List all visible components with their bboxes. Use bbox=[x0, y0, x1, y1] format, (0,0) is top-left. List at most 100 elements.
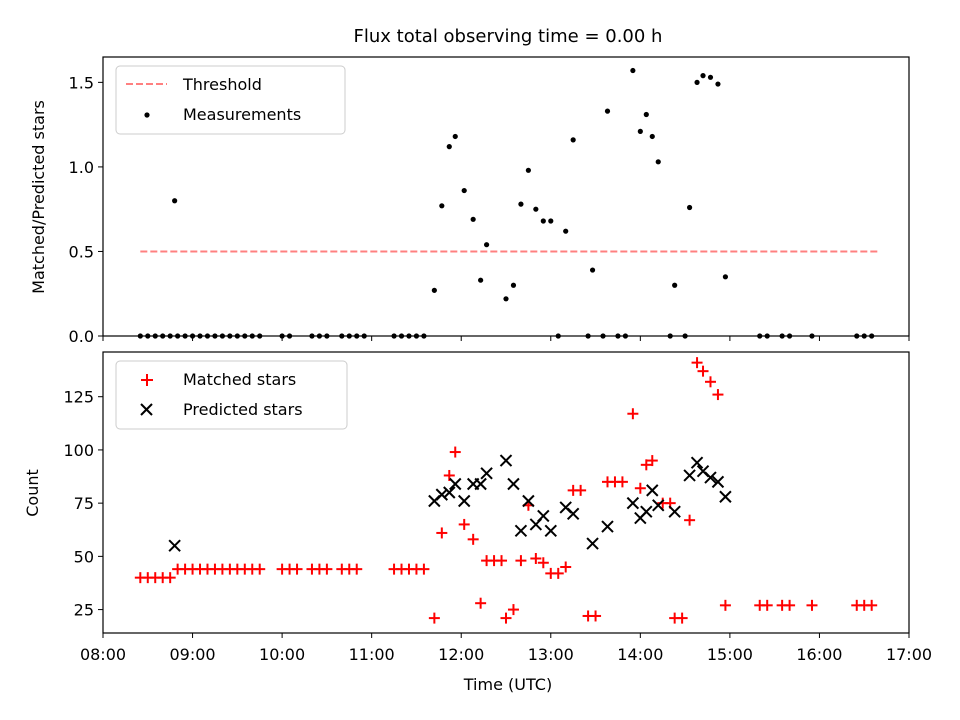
top-legend-box bbox=[115, 65, 346, 135]
top-panel: 0.0 0.5 1.0 1.5 Matched/Predicted stars Thr… bbox=[29, 56, 910, 346]
measurement-point bbox=[655, 159, 661, 165]
x-tick-label: 11:00 bbox=[349, 645, 395, 664]
measurement-point bbox=[461, 187, 467, 194]
legend-predicted-swatch bbox=[140, 403, 153, 416]
matched-star-point bbox=[552, 567, 564, 579]
predicted-star-point bbox=[586, 537, 599, 550]
matched-star-point bbox=[627, 408, 639, 420]
measurement-point bbox=[700, 73, 706, 79]
predicted-star-point bbox=[522, 494, 535, 508]
matched-star-point bbox=[164, 572, 176, 584]
x-tick-label: 08:00 bbox=[80, 645, 126, 664]
measurement-point bbox=[470, 216, 476, 222]
x-tick-label: 17:00 bbox=[886, 645, 932, 664]
bottom-y-tick-label: 50 bbox=[74, 547, 94, 566]
matched-star-point bbox=[321, 563, 333, 575]
legend-predicted-label: Predicted stars bbox=[183, 400, 303, 419]
matched-star-point bbox=[351, 563, 363, 575]
bottom-y-tick-label: 100 bbox=[63, 441, 94, 460]
measurement-point bbox=[503, 296, 509, 302]
predicted-star-point bbox=[449, 477, 462, 491]
bottom-panel: 25 50 75 100 125 08:00 09:00 10:00 11:00 12:00 13… bbox=[23, 351, 932, 694]
predicted-star-point bbox=[480, 467, 493, 480]
bottom-y-axis-label: Count bbox=[23, 469, 42, 517]
measurement-point bbox=[637, 128, 643, 134]
predicted-star-point bbox=[544, 524, 557, 538]
predicted-star-point bbox=[499, 454, 513, 467]
top-legend: Threshold Measurements bbox=[115, 65, 346, 135]
matched-star-point bbox=[684, 514, 696, 526]
bottom-x-axis: 08:00 09:00 10:00 11:00 12:00 13:00 14:00 15:00… bbox=[80, 633, 932, 664]
matched-star-point bbox=[458, 518, 470, 530]
matched-star-point bbox=[500, 612, 512, 624]
matched-star-point bbox=[719, 599, 731, 611]
measurement-point bbox=[525, 167, 531, 173]
measurement-point bbox=[649, 133, 655, 140]
bottom-y-tick-label: 125 bbox=[63, 388, 94, 407]
top-y-tick-label: 1.5 bbox=[69, 73, 94, 92]
top-y-tick-label: 0.5 bbox=[69, 242, 94, 261]
measurement-point bbox=[715, 81, 721, 87]
matched-star-point bbox=[467, 533, 479, 545]
x-tick-label: 16:00 bbox=[796, 645, 842, 664]
measurement-point bbox=[172, 198, 178, 204]
chart-title: Flux total observing time = 0.00 h bbox=[354, 26, 663, 47]
bottom-plot-area bbox=[134, 357, 878, 624]
predicted-star-point bbox=[537, 509, 550, 523]
x-tick-label: 10:00 bbox=[259, 645, 305, 664]
matched-star-point bbox=[590, 610, 602, 622]
predicted-star-point bbox=[683, 469, 696, 482]
measurement-point bbox=[446, 144, 452, 150]
x-tick-label: 12:00 bbox=[438, 645, 484, 664]
predicted-star-point bbox=[601, 520, 614, 533]
measurement-point bbox=[694, 79, 700, 85]
legend-threshold-label: Threshold bbox=[182, 75, 262, 94]
measurement-point bbox=[548, 218, 554, 224]
matched-star-point bbox=[530, 552, 542, 564]
matched-star-point bbox=[634, 482, 646, 494]
matched-star-point bbox=[575, 484, 587, 496]
matched-star-point bbox=[515, 555, 527, 567]
matched-star-point bbox=[616, 476, 628, 488]
measurement-point bbox=[439, 203, 445, 209]
measurement-point bbox=[630, 67, 636, 74]
bottom-legend-box bbox=[115, 360, 348, 430]
x-tick-label: 15:00 bbox=[707, 645, 753, 664]
matched-star-point bbox=[291, 563, 303, 575]
matched-star-point bbox=[784, 599, 796, 611]
top-y-axis-label: Matched/Predicted stars bbox=[29, 100, 48, 294]
matched-star-point bbox=[697, 365, 709, 377]
top-y-tick-label: 1.0 bbox=[69, 158, 94, 177]
bottom-legend: Matched stars Predicted stars bbox=[115, 360, 348, 430]
matched-star-point bbox=[537, 557, 549, 569]
predicted-star-point bbox=[646, 484, 659, 497]
predicted-star-point bbox=[690, 456, 704, 469]
measurement-point bbox=[643, 111, 649, 118]
top-y-axis: 0.0 0.5 1.0 1.5 bbox=[69, 73, 103, 346]
x-tick-label: 14:00 bbox=[617, 645, 663, 664]
predicted-star-point bbox=[652, 499, 665, 512]
measurement-point bbox=[540, 218, 546, 224]
measurement-point bbox=[589, 267, 596, 273]
measurement-point bbox=[483, 242, 490, 248]
matched-star-point bbox=[676, 612, 688, 624]
measurement-point bbox=[563, 228, 569, 234]
legend-matched-swatch bbox=[141, 374, 153, 386]
predicted-star-point bbox=[711, 475, 725, 489]
matched-star-point bbox=[449, 446, 461, 458]
measurement-point bbox=[570, 137, 576, 143]
legend-matched-label: Matched stars bbox=[183, 370, 296, 389]
legend-measurements-label: Measurements bbox=[183, 105, 301, 124]
matched-star-point bbox=[640, 459, 652, 471]
predicted-star-point bbox=[168, 539, 181, 552]
predicted-star-point bbox=[443, 486, 456, 499]
measurement-point bbox=[707, 74, 714, 80]
predicted-star-point bbox=[626, 496, 640, 510]
measurement-point bbox=[510, 282, 517, 288]
top-x-axis-ticks bbox=[102, 336, 910, 341]
bottom-y-tick-label: 25 bbox=[74, 601, 94, 620]
top-y-tick-label: 0.0 bbox=[69, 327, 94, 346]
measurement-point bbox=[686, 204, 693, 211]
matched-star-point bbox=[254, 563, 266, 575]
x-tick-label: 13:00 bbox=[528, 645, 574, 664]
